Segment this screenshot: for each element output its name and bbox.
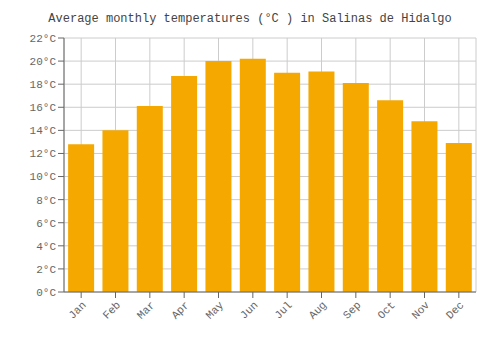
- svg-text:Dec: Dec: [444, 299, 466, 321]
- svg-text:14°C: 14°C: [30, 125, 57, 137]
- svg-text:May: May: [204, 299, 227, 322]
- svg-text:Sep: Sep: [341, 299, 363, 321]
- svg-text:Feb: Feb: [101, 299, 123, 321]
- svg-text:Nov: Nov: [410, 299, 433, 322]
- svg-text:Oct: Oct: [375, 299, 397, 321]
- svg-text:4°C: 4°C: [36, 241, 56, 253]
- svg-text:Jul: Jul: [272, 299, 294, 321]
- svg-text:Mar: Mar: [135, 299, 157, 321]
- html-text:Average monthly temperatures (: Average monthly temperatures (°C ) in Sa…: [48, 12, 452, 26]
- svg-text:12°C: 12°C: [30, 148, 57, 160]
- svg-text:8°C: 8°C: [36, 195, 56, 207]
- svg-text:18°C: 18°C: [30, 79, 57, 91]
- svg-text:22°C: 22°C: [30, 33, 57, 45]
- svg-text:10°C: 10°C: [30, 171, 57, 183]
- svg-text:Jun: Jun: [238, 299, 260, 321]
- svg-text:Apr: Apr: [169, 299, 191, 321]
- svg-text:2°C: 2°C: [36, 264, 56, 276]
- svg-text:Jan: Jan: [66, 299, 88, 321]
- svg-text:20°C: 20°C: [30, 56, 57, 68]
- svg-text:6°C: 6°C: [36, 218, 56, 230]
- svg-text:16°C: 16°C: [30, 102, 57, 114]
- svg-text:0°C: 0°C: [36, 287, 56, 299]
- svg-text:Aug: Aug: [307, 299, 329, 321]
